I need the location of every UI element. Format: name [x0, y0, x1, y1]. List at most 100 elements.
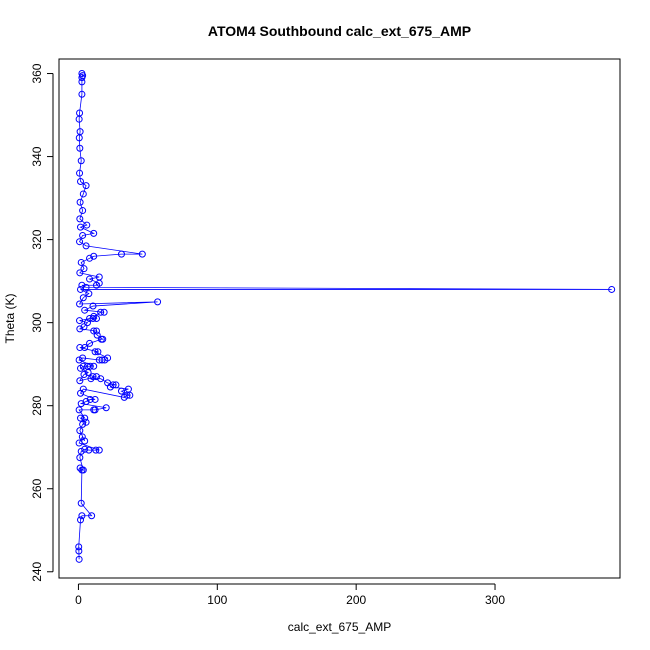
data-point	[79, 294, 87, 302]
data-point	[123, 391, 131, 399]
data-point	[79, 362, 87, 370]
y-tick-label: 280	[30, 395, 44, 415]
y-axis-label: Theta (K)	[3, 293, 17, 343]
data-point	[78, 70, 86, 78]
data-point	[75, 406, 83, 414]
data-point	[75, 547, 83, 555]
data-point	[91, 348, 99, 356]
y-tick-label: 240	[30, 561, 44, 581]
y-axis: 240 260 280 300 320 340 360	[30, 63, 54, 582]
data-point	[79, 231, 87, 239]
data-point	[100, 308, 108, 316]
y-tick-label: 320	[30, 229, 44, 249]
data-point	[80, 371, 88, 379]
data-point	[81, 344, 89, 352]
data-point	[95, 446, 103, 454]
data-point	[78, 90, 86, 98]
data-point	[77, 414, 85, 422]
data-point	[97, 308, 105, 316]
data-point	[76, 300, 84, 308]
data-point	[75, 356, 83, 364]
data-point	[80, 265, 88, 273]
data-point	[104, 379, 112, 387]
data-point	[97, 375, 105, 383]
data-point	[124, 385, 132, 393]
data-point	[82, 418, 90, 426]
data-point	[104, 354, 112, 362]
data-point	[76, 344, 84, 352]
data-point	[76, 198, 84, 206]
x-axis-label: calc_ext_675_AMP	[288, 620, 391, 634]
x-tick-label: 300	[485, 593, 505, 607]
data-point	[86, 395, 94, 403]
data-point	[81, 414, 89, 422]
chart-title: ATOM4 Southbound calc_ext_675_AMP	[208, 23, 471, 39]
x-tick-label: 0	[75, 593, 82, 607]
data-point	[89, 302, 97, 310]
data-point	[90, 229, 98, 237]
data-point	[77, 223, 85, 231]
data-point	[81, 306, 89, 314]
data-point	[85, 290, 93, 298]
data-point	[88, 512, 96, 520]
data-point	[77, 516, 85, 524]
plot-frame	[58, 58, 621, 579]
data-point	[81, 437, 89, 445]
data-point	[95, 273, 103, 281]
data-point	[608, 285, 616, 293]
data-point	[126, 391, 134, 399]
data-point	[77, 258, 85, 266]
data-point	[75, 543, 83, 551]
data-point	[82, 283, 90, 291]
data-point	[76, 169, 84, 177]
data-point	[154, 298, 162, 306]
data-point	[92, 327, 100, 335]
y-tick-label: 300	[30, 312, 44, 332]
data-point	[78, 512, 86, 520]
data-point	[76, 269, 84, 277]
y-tick-label: 360	[30, 63, 44, 83]
y-tick-label: 260	[30, 478, 44, 498]
data-layer	[75, 70, 616, 563]
data-point	[79, 354, 87, 362]
data-point	[76, 128, 84, 136]
data-point	[92, 446, 100, 454]
data-point	[78, 281, 86, 289]
data-point	[90, 312, 98, 320]
data-point	[90, 362, 98, 370]
data-point	[91, 395, 99, 403]
data-point	[83, 221, 91, 229]
data-point	[117, 387, 125, 395]
data-point	[86, 315, 94, 322]
data-point	[102, 404, 110, 412]
data-point	[112, 381, 120, 389]
data-point	[76, 317, 84, 325]
data-point	[76, 215, 84, 223]
data-point	[91, 406, 99, 414]
data-point	[76, 325, 84, 333]
data-point	[85, 446, 93, 454]
data-point	[86, 362, 94, 370]
data-point	[89, 373, 97, 381]
data-point	[79, 420, 87, 428]
data-point	[76, 454, 84, 462]
data-point	[76, 144, 84, 152]
data-point	[75, 555, 83, 563]
data-point	[82, 182, 90, 190]
data-point	[76, 377, 84, 385]
data-point	[94, 348, 102, 356]
data-point	[82, 398, 90, 406]
data-point	[76, 238, 84, 246]
data-point	[90, 327, 98, 335]
data-point	[93, 331, 101, 339]
x-tick-label: 200	[346, 593, 366, 607]
data-point	[92, 373, 100, 381]
data-point	[86, 275, 94, 283]
data-point	[76, 109, 84, 117]
data-point	[82, 242, 90, 250]
x-tick-label: 100	[207, 593, 227, 607]
data-point	[79, 207, 87, 215]
data-point	[99, 335, 107, 343]
data-point	[79, 190, 87, 198]
